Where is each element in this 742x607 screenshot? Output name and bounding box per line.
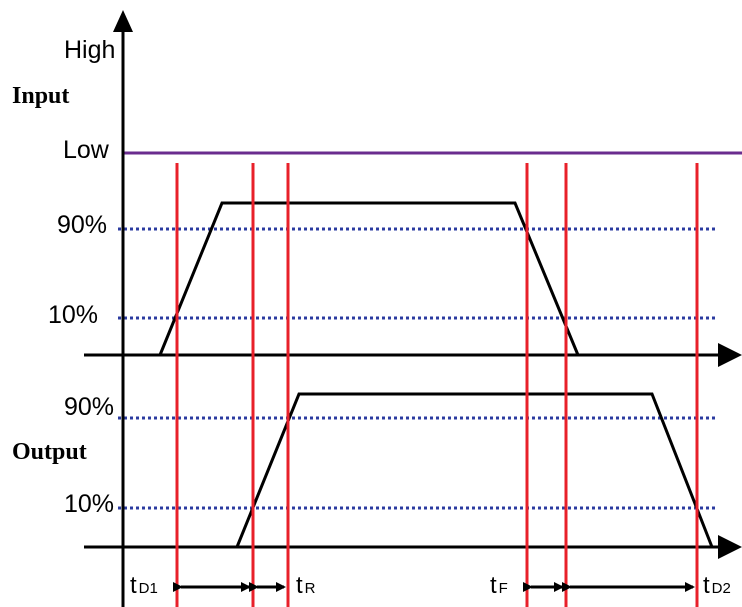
input-10-label: 10% bbox=[48, 303, 98, 328]
input-label: Input bbox=[12, 84, 69, 108]
output-label: Output bbox=[12, 440, 87, 464]
input-90-label: 90% bbox=[57, 213, 107, 238]
high-label: High bbox=[64, 38, 115, 63]
output-10-label: 10% bbox=[64, 492, 114, 517]
output-time-axis-arrowhead bbox=[718, 535, 742, 559]
td2-label: t D2 bbox=[703, 574, 731, 598]
td1-label: t D1 bbox=[130, 574, 158, 598]
vertical-axis-arrowhead bbox=[113, 10, 133, 32]
output-90-label: 90% bbox=[64, 395, 114, 420]
input-waveform bbox=[160, 203, 578, 355]
low-label: Low bbox=[63, 138, 109, 163]
input-time-axis-arrowhead bbox=[718, 343, 742, 367]
